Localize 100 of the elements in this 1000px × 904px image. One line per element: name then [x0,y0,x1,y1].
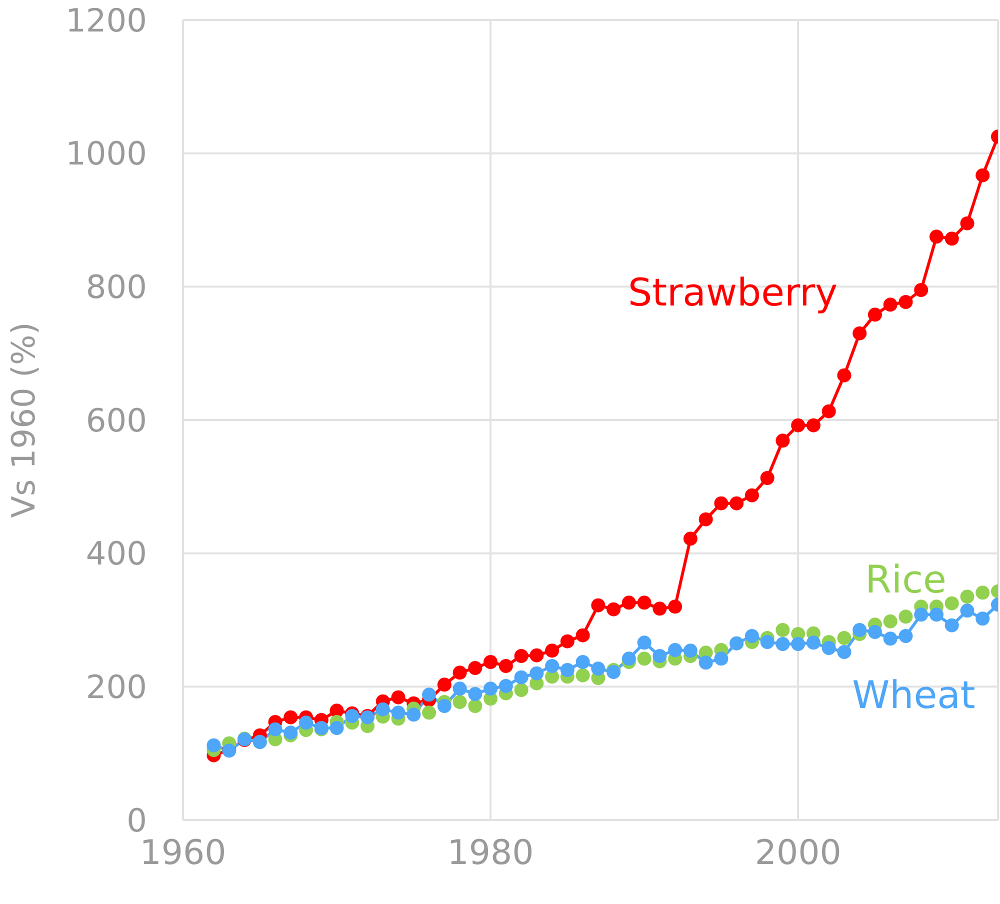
point [822,641,836,655]
point [652,649,667,663]
point [960,590,974,604]
point [376,702,390,716]
point [668,643,682,657]
point [284,710,298,724]
point [760,471,774,485]
point [960,216,974,230]
point [776,623,790,637]
point [637,652,652,666]
point [914,608,928,622]
point [498,659,513,673]
point [714,496,728,510]
point [576,655,590,669]
point [776,637,790,651]
point [391,706,406,720]
point [330,704,344,718]
point [591,662,606,676]
point [560,634,574,648]
point [576,668,590,682]
point [852,326,867,340]
point [914,283,928,297]
point [422,706,436,720]
point [606,602,621,616]
series-label: Wheat [852,673,976,717]
point [514,683,528,697]
point [976,612,990,626]
point [437,678,452,692]
point [883,614,898,628]
point [791,418,806,432]
point [468,687,482,701]
point [637,636,652,650]
point [576,628,590,642]
point [976,168,990,182]
point [806,636,820,650]
point [806,418,820,432]
point [852,623,867,637]
point [498,679,513,693]
point [744,629,759,643]
point [698,512,713,526]
point [822,404,836,418]
point [683,532,698,546]
point [284,726,298,740]
point [868,308,882,322]
point [883,298,898,312]
series-label: Rice [865,558,946,602]
point [452,695,467,709]
series-label: Strawberry [628,270,838,314]
point [591,598,606,612]
y-tick-label: 600 [86,401,147,440]
y-tick-label: 800 [86,268,147,306]
point [530,666,544,680]
point [898,295,913,309]
point [668,600,682,614]
point [760,635,774,649]
point [452,666,467,680]
point [883,632,898,646]
point [898,629,913,643]
point [514,670,528,684]
x-tick-label: 1980 [447,833,534,874]
point [330,721,344,735]
point [837,631,852,645]
point [637,596,652,610]
point [868,625,882,639]
point [960,604,974,618]
point [422,688,436,702]
point [944,232,959,246]
y-tick-label: 400 [86,534,147,573]
point [744,488,759,502]
point [514,649,528,663]
point [484,655,498,669]
point [698,656,713,670]
y-tick-label: 1000 [66,134,147,173]
point [560,663,574,677]
point [944,618,959,632]
point [944,596,959,610]
point [837,645,852,659]
point [791,637,806,651]
point [206,738,221,752]
point [406,708,421,722]
point [268,722,282,736]
y-tick-label: 200 [86,668,147,706]
point [437,699,452,713]
point [545,644,560,658]
point [898,610,913,624]
point [837,368,852,382]
point [776,434,790,448]
point [452,682,467,696]
point [484,682,498,696]
point [652,602,667,616]
point [545,659,560,673]
point [391,690,406,704]
point [976,586,990,600]
point [468,661,482,675]
point [345,709,360,723]
point [730,496,744,510]
point [622,652,636,666]
y-axis-title: Vs 1960 (%) [4,322,42,518]
point [929,608,944,622]
point [714,652,728,666]
